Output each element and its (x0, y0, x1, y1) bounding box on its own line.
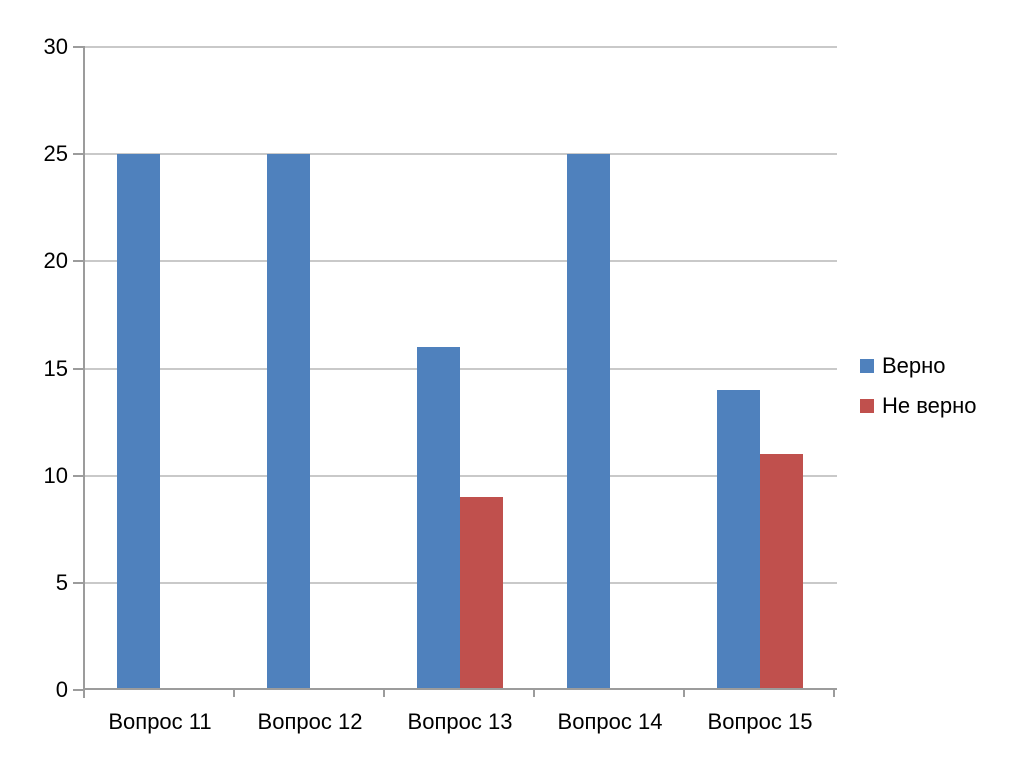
y-tick-label: 20 (43, 248, 68, 273)
y-tick-mark (73, 46, 85, 48)
legend-entry: Верно (860, 354, 977, 378)
y-axis-line (83, 47, 85, 698)
plot-area: 30 25 20 15 10 5 0 Вопрос 11 Вопрос 12 Вопрос 13 В… (44, 34, 837, 734)
legend: Верно Не верно (860, 354, 977, 434)
y-tick-mark (73, 475, 85, 477)
y-tick-mark (73, 153, 85, 155)
x-axis-label: Вопрос 11 (108, 709, 212, 734)
x-axis-label: Вопрос 14 (557, 709, 663, 734)
x-tick-mark (233, 690, 235, 697)
bar (717, 390, 760, 690)
legend-label: Верно (882, 353, 946, 378)
y-tick-mark (73, 582, 85, 584)
y-tick-label: 30 (43, 34, 68, 59)
x-tick-mark (383, 690, 385, 697)
legend-entry: Не верно (860, 394, 977, 418)
y-tick-label: 10 (43, 463, 68, 488)
x-tick-mark (683, 690, 685, 697)
x-axis-line (83, 688, 837, 690)
bar (567, 154, 610, 690)
x-tick-mark (533, 690, 535, 697)
bar (760, 454, 803, 690)
y-tick-mark (73, 689, 85, 691)
legend-swatch-icon (860, 399, 874, 413)
y-tick-mark (73, 368, 85, 370)
x-axis-label: Вопрос 12 (257, 709, 363, 734)
y-tick-label: 0 (55, 677, 68, 702)
y-tick-label: 15 (43, 356, 68, 381)
bar (460, 497, 503, 690)
gridline (85, 46, 837, 48)
y-tick-mark (73, 260, 85, 262)
y-tick-label: 25 (43, 141, 68, 166)
legend-swatch-icon (860, 359, 874, 373)
gridline (85, 260, 837, 262)
bar (417, 347, 460, 690)
x-tick-mark (833, 690, 835, 697)
bar (267, 154, 310, 690)
x-tick-mark (83, 690, 85, 697)
gridline (85, 475, 837, 477)
bar (117, 154, 160, 690)
x-axis-label: Вопрос 13 (407, 709, 513, 734)
gridline (85, 153, 837, 155)
y-tick-label: 5 (55, 570, 68, 595)
x-axis-label: Вопрос 15 (707, 709, 813, 734)
gridline (85, 368, 837, 370)
legend-label: Не верно (882, 393, 977, 418)
